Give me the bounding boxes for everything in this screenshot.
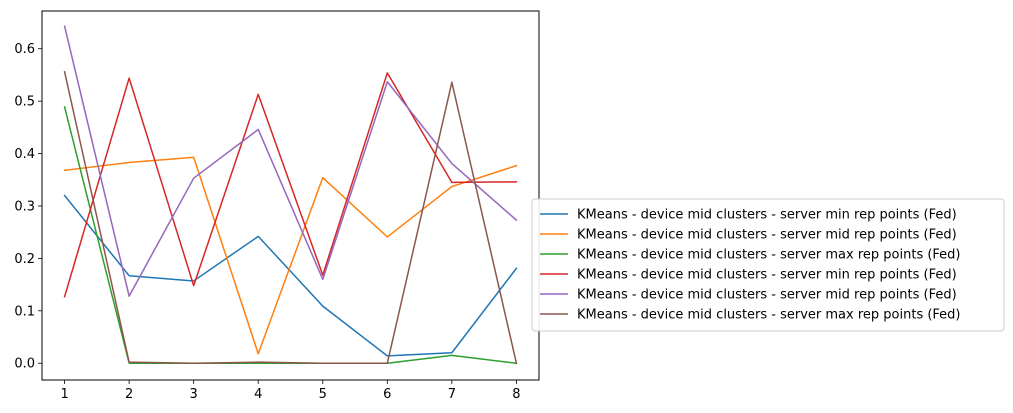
legend: KMeans - device mid clusters - server mi…	[531, 198, 1005, 332]
y-axis: 0.0 0.1 0.2 0.3 0.4 0.5 0.6	[14, 42, 42, 372]
x-tick-label: 5	[319, 387, 327, 402]
x-tick-label: 6	[383, 387, 391, 402]
y-tick-label: 0.3	[14, 199, 35, 214]
x-tick-label: 8	[512, 387, 520, 402]
x-axis: 1 2 3 4 5 6 7 8	[60, 380, 521, 402]
legend-label-6: KMeans - device mid clusters - server ma…	[577, 308, 961, 323]
legend-label-2: KMeans - device mid clusters - server mi…	[577, 228, 957, 243]
series-line-3	[63, 106, 518, 365]
series-line-2	[63, 156, 518, 355]
x-tick-label: 3	[190, 387, 198, 402]
y-tick-label: 0.2	[14, 252, 35, 267]
x-tick-label: 1	[60, 387, 68, 402]
legend-box	[531, 198, 1005, 332]
x-tick-label: 2	[125, 387, 133, 402]
legend-label-1: KMeans - device mid clusters - server mi…	[577, 208, 957, 223]
series-line-6	[63, 70, 518, 365]
x-tick-label: 4	[254, 387, 262, 402]
series-line-1	[63, 194, 518, 357]
x-tick-label: 7	[448, 387, 456, 402]
legend-label-4: KMeans - device mid clusters - server mi…	[577, 268, 957, 283]
y-tick-label: 0.5	[14, 95, 35, 110]
series-line-5	[63, 25, 518, 297]
plot-lines	[63, 25, 518, 365]
series-line-4	[63, 72, 518, 298]
y-tick-label: 0.1	[14, 304, 35, 319]
plot-frame	[41, 10, 540, 381]
y-tick-label: 0.4	[14, 147, 35, 162]
y-tick-label: 0.6	[14, 42, 35, 57]
legend-label-3: KMeans - device mid clusters - server ma…	[577, 248, 961, 263]
y-tick-label: 0.0	[14, 357, 35, 372]
legend-label-5: KMeans - device mid clusters - server mi…	[577, 288, 957, 303]
